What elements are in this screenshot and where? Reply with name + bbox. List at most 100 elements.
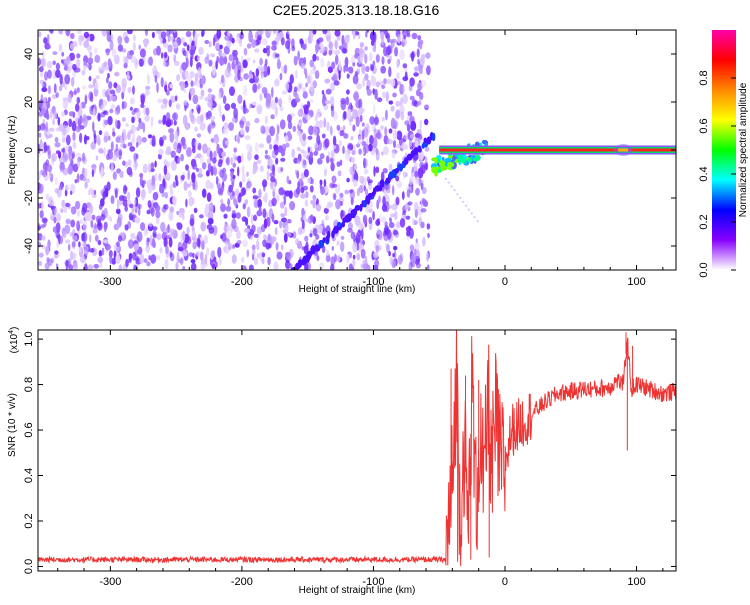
spectrogram-noise-cell <box>154 173 158 182</box>
spectrogram-noise-cell <box>226 156 230 166</box>
spectrogram-noise-cell <box>173 141 178 151</box>
spectrogram-noise-cell <box>245 120 251 127</box>
spectrogram-noise-cell <box>78 241 81 248</box>
spectrogram-noise-cell <box>261 252 266 258</box>
spectrogram-noise-cell <box>379 80 384 86</box>
spectrogram-noise-cell <box>350 232 355 240</box>
spectrogram-noise-cell <box>212 37 216 47</box>
spectrogram-noise-cell <box>399 49 405 61</box>
spectrogram-noise-cell <box>132 41 136 51</box>
spectrogram-noise-cell <box>382 196 386 207</box>
spectrogram-noise-cell <box>52 60 56 65</box>
spectrogram-noise-cell <box>400 111 405 120</box>
spectrogram-noise-cell <box>424 162 428 170</box>
spectrogram-noise-cell <box>98 147 103 154</box>
spectrogram-noise-cell <box>126 50 133 60</box>
spectrogram-noise-cell <box>242 203 246 210</box>
spectrogram-noise-cell <box>307 147 311 153</box>
spectrogram-noise-cell <box>252 101 257 106</box>
spectrogram-noise-cell <box>38 170 41 181</box>
spectrogram-noise-cell <box>168 128 174 134</box>
spectrogram-noise-cell <box>62 124 67 136</box>
spectrogram-noise-cell <box>419 119 423 130</box>
spectrogram-noise-cell <box>351 165 356 176</box>
spectrogram-noise-cell <box>307 135 313 140</box>
spectrogram-noise-cell <box>280 157 286 162</box>
spectrogram-noise-cell <box>95 155 99 161</box>
spectrogram-noise-cell <box>322 30 328 35</box>
spectrogram-noise-cell <box>267 256 271 266</box>
spectrogram-noise-cell <box>285 142 290 148</box>
spectrogram-noise-cell <box>368 143 373 152</box>
snr-y-tick-label: 0.4 <box>23 468 35 483</box>
spectrogram-noise-cell <box>38 260 43 267</box>
spectrogram-noise-cell <box>207 100 213 108</box>
spectrogram-noise-cell <box>169 83 173 89</box>
spectrogram-noise-cell <box>331 175 337 184</box>
spectrogram-noise-cell <box>41 87 48 93</box>
spectrogram-noise-cell <box>145 89 150 96</box>
spectrogram-noise-cell <box>207 93 212 101</box>
spectrogram-noise-cell <box>75 200 81 210</box>
spectrogram-noise-cell <box>314 142 318 149</box>
spectrogram-noise-cell <box>326 121 330 132</box>
spectrogram-noise-cell <box>375 81 381 88</box>
spectrogram-noise-cell <box>419 40 423 50</box>
spectrogram-noise-cell <box>237 69 241 81</box>
spectrogram-noise-cell <box>283 64 288 74</box>
spectrogram-noise-cell <box>299 38 304 45</box>
spectrogram-noise-cell <box>72 141 77 150</box>
spectrogram-noise-cell <box>414 208 418 218</box>
spectrogram-noise-cell <box>206 158 212 165</box>
spectrogram-noise-cell <box>199 214 204 219</box>
spectrogram-noise-cell <box>241 164 245 175</box>
spectrogram-noise-cell <box>273 261 279 270</box>
spectrogram-noise-cell <box>88 84 94 89</box>
spectrogram-noise-cell <box>116 208 121 215</box>
spectrogram-noise-cell <box>359 175 365 184</box>
spectrogram-noise-cell <box>224 103 231 111</box>
spectrogram-noise-cell <box>321 90 325 95</box>
spectrogram-noise-cell <box>411 51 415 62</box>
spectrogram-noise-cell <box>204 56 209 64</box>
spectrogram-noise-cell <box>392 185 395 196</box>
spectrogram-noise-cell <box>170 160 177 172</box>
spectrogram-noise-cell <box>217 183 222 188</box>
spectrogram-noise-cell <box>316 255 320 261</box>
spectrogram-noise-cell <box>298 121 303 127</box>
spectrogram-noise-cell <box>81 69 86 76</box>
spectrogram-noise-cell <box>424 146 430 152</box>
spectrogram-noise-cell <box>165 119 172 127</box>
spectrogram-noise-cell <box>132 205 136 213</box>
spectrogram-noise-cell <box>125 123 129 127</box>
spectrogram-noise-cell <box>344 56 349 67</box>
carrier-tail-cell <box>459 196 462 200</box>
spectrogram-noise-cell <box>205 179 211 189</box>
spectrogram-noise-cell <box>76 30 82 35</box>
spectrogram-noise-cell <box>350 136 354 141</box>
spectrogram-noise-cell <box>332 145 336 149</box>
spectrogram-noise-cell <box>70 219 76 228</box>
chirp-track-cell <box>314 244 320 251</box>
spectrogram-noise-cell <box>46 164 53 172</box>
spectrogram-noise-cell <box>118 195 125 201</box>
spectrogram-noise-cell <box>293 86 298 92</box>
spectrogram-noise-cell <box>310 178 314 185</box>
spectrogram-noise-cell <box>353 179 358 187</box>
spectrogram-noise-cell <box>71 120 77 132</box>
spectrogram-noise-cell <box>375 245 380 253</box>
spectrogram-noise-cell <box>352 62 356 67</box>
spectrogram-noise-cell <box>351 149 356 156</box>
spectrogram-noise-cell <box>97 256 104 263</box>
spectrogram-noise-cell <box>164 258 169 270</box>
spectrogram-noise-cell <box>52 118 55 126</box>
spectrogram-noise-cell <box>254 142 259 153</box>
spectrogram-noise-cell <box>246 57 251 62</box>
spectrogram-noise-cell <box>336 240 340 246</box>
carrier-tail-cell <box>473 216 476 219</box>
spectrogram-noise-cell <box>196 115 203 125</box>
spectrogram-noise-cell <box>207 88 213 93</box>
spectrogram-noise-cell <box>392 253 395 258</box>
spectrogram-noise-cell <box>75 58 81 69</box>
